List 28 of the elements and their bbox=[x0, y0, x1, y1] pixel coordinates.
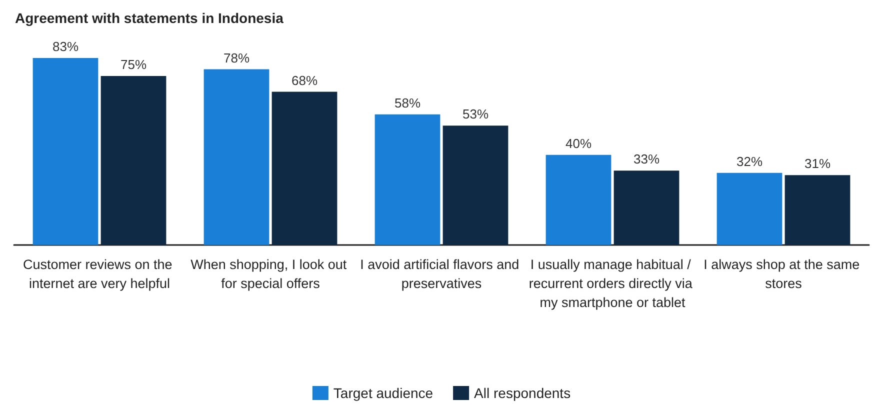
data-label: 58% bbox=[394, 95, 421, 110]
x-tick-label: I avoid artificial flavors and preservatives bbox=[360, 257, 523, 291]
x-tick-label: I usually manage habitual / recurrent orders directly via my smartphone or tablet bbox=[528, 257, 696, 310]
data-label: 83% bbox=[52, 39, 79, 54]
x-tick-label: When shopping, I look out for special offers bbox=[190, 257, 350, 291]
bar bbox=[442, 126, 508, 245]
data-label: 78% bbox=[223, 50, 250, 66]
bar bbox=[784, 175, 850, 245]
data-label: 32% bbox=[736, 154, 763, 169]
bar bbox=[546, 154, 612, 245]
data-label: 75% bbox=[120, 57, 147, 72]
legend-label: All respondents bbox=[474, 385, 571, 401]
bar bbox=[32, 58, 98, 245]
x-tick-label: Customer reviews on the internet are very helpful bbox=[22, 257, 176, 291]
bar bbox=[374, 114, 440, 245]
legend-label: Target audience bbox=[333, 385, 434, 401]
data-label: 53% bbox=[462, 106, 489, 122]
x-tick-label: I always shop at the same stores bbox=[704, 257, 864, 291]
bar bbox=[716, 172, 782, 245]
data-label: 40% bbox=[565, 136, 592, 151]
data-label: 68% bbox=[291, 72, 318, 88]
bar bbox=[100, 76, 166, 245]
data-label: 33% bbox=[633, 152, 660, 167]
bar bbox=[614, 170, 680, 245]
data-label: 31% bbox=[804, 156, 831, 172]
bar bbox=[272, 92, 338, 245]
chart-title: Agreement with statements in Indonesia bbox=[15, 10, 284, 26]
bar bbox=[204, 69, 270, 245]
